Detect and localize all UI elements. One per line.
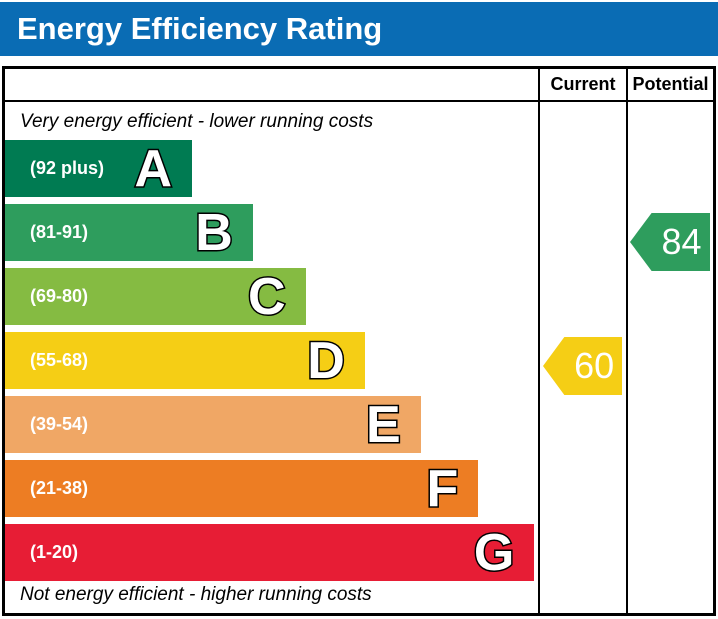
potential-rating-value: 84 <box>661 221 702 262</box>
current-rating-value: 60 <box>574 345 615 386</box>
current-column: Current 60 <box>540 69 628 613</box>
band-c-range: (69-80) <box>30 286 89 306</box>
current-rating-arrow: 60 <box>543 337 622 395</box>
band-f: (21-38) F <box>5 459 479 518</box>
bottom-note: Not energy efficient - higher running co… <box>20 584 372 605</box>
band-d-letter: D <box>306 331 347 390</box>
current-column-header: Current <box>540 69 626 102</box>
band-f-range: (21-38) <box>30 478 89 498</box>
title-banner: Energy Efficiency Rating <box>0 2 718 56</box>
band-c-letter: C <box>247 267 288 326</box>
band-f-letter: F <box>425 459 460 518</box>
band-e-range: (39-54) <box>30 414 89 434</box>
band-e-letter: E <box>365 395 403 454</box>
potential-rating-arrow: 84 <box>630 213 710 271</box>
band-d: (55-68) D <box>5 332 365 389</box>
page-title: Energy Efficiency Rating <box>17 11 383 46</box>
band-d-range: (55-68) <box>30 350 89 370</box>
potential-column-header: Potential <box>628 69 713 102</box>
rating-table: Very energy efficient - lower running co… <box>2 66 716 616</box>
bands-column: Very energy efficient - lower running co… <box>5 69 540 613</box>
potential-column: Potential 84 <box>628 69 713 613</box>
top-note: Very energy efficient - lower running co… <box>20 111 374 132</box>
band-g-range: (1-20) <box>30 542 79 562</box>
band-g: (1-20) G <box>5 523 535 582</box>
band-g-letter: G <box>472 523 515 582</box>
band-c: (69-80) C <box>5 268 306 325</box>
band-a: (92 plus) A <box>5 139 193 198</box>
band-b-range: (81-91) <box>30 222 89 242</box>
rating-bands: (92 plus) A (81-91) B (69-80) C (55-68) … <box>5 140 538 588</box>
band-e: (39-54) E <box>5 396 421 453</box>
band-a-letter: A <box>133 139 174 198</box>
band-b: (81-91) B <box>5 204 253 261</box>
band-b-letter: B <box>194 203 235 262</box>
band-a-range: (92 plus) <box>30 158 105 178</box>
bands-column-header <box>5 69 538 102</box>
